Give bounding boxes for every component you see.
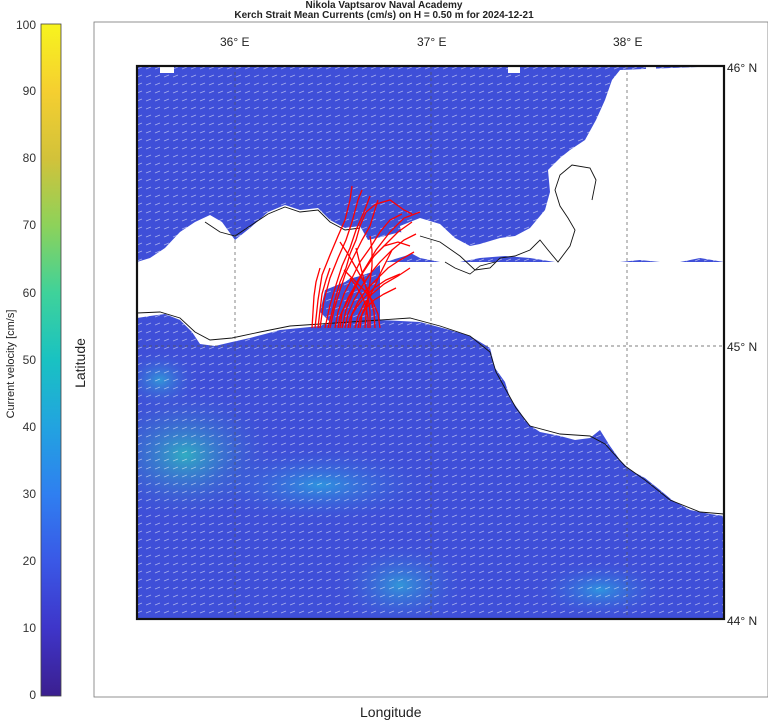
- map-layer: [137, 66, 724, 619]
- colorbar-tick: 30: [22, 487, 36, 501]
- southern-coastline: [137, 311, 724, 515]
- y-axis-label: Latitude: [72, 338, 88, 388]
- lat-tick-45: 45° N: [727, 340, 758, 354]
- figure-title: Nikola Vaptsarov Naval Academy: [305, 0, 463, 11]
- colorbar-tick: 100: [15, 18, 36, 32]
- outer-axes-frame: [93, 21, 768, 698]
- colorbar-tick: 40: [22, 420, 36, 434]
- colorbar-tick: 0: [29, 688, 36, 702]
- figure-subtitle: Kerch Strait Mean Currents (cm/s) on H =…: [234, 10, 534, 21]
- drift-trajectories: [311, 185, 421, 329]
- colorbar-tick: 70: [22, 218, 36, 232]
- taman-coastline: [419, 164, 597, 271]
- lon-tick-36: 36° E: [220, 35, 250, 49]
- crimea-land: [137, 205, 420, 346]
- lagoon-coastline: [444, 261, 496, 275]
- x-axis-label: Longitude: [360, 704, 422, 720]
- colorbar-tick: 20: [22, 554, 36, 568]
- lat-tick-44: 44° N: [727, 614, 758, 628]
- kerch-peninsula: [330, 248, 380, 280]
- colorbar-tick: 60: [22, 286, 36, 300]
- caucasus-land: [380, 262, 724, 516]
- colorbar-gradient: [40, 23, 62, 697]
- land-notch-3: [646, 66, 656, 76]
- taman-land: [400, 66, 724, 262]
- colorbar-label: Current velocity [cm/s]: [5, 309, 17, 419]
- land-notch-1: [160, 66, 174, 73]
- colorbar-tick: 90: [22, 84, 36, 98]
- crimea-north-coastline: [204, 206, 361, 237]
- lon-tick-38: 38° E: [613, 35, 643, 49]
- land-notch-2: [508, 66, 520, 73]
- lon-tick-37: 37° E: [417, 35, 447, 49]
- map-frame: [135, 64, 726, 621]
- colorbar-tick: 50: [22, 353, 36, 367]
- graticule: [137, 66, 724, 619]
- lat-tick-46: 46° N: [727, 61, 758, 75]
- colorbar-tick: 10: [22, 621, 36, 635]
- colorbar-tick: 80: [22, 151, 36, 165]
